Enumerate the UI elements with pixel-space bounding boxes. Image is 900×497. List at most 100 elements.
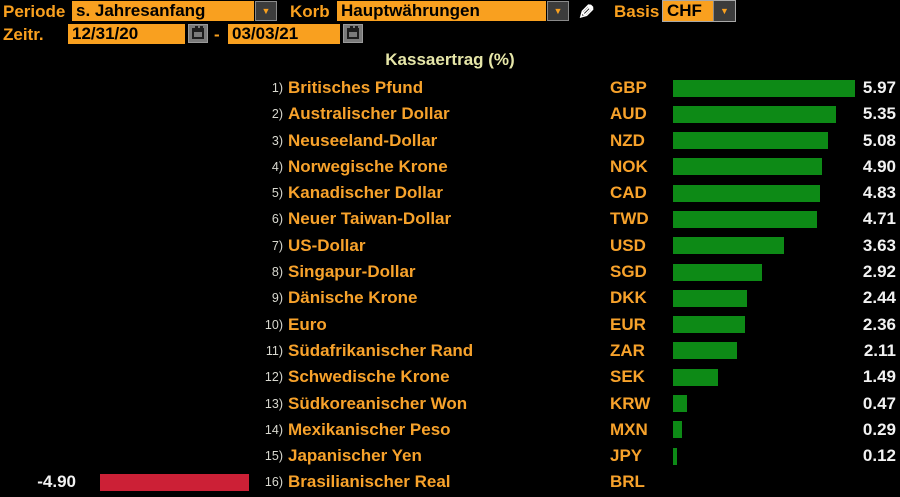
positive-value-label: 2.11 (863, 340, 896, 360)
positive-bar (673, 447, 677, 465)
currency-code: SEK (610, 367, 645, 387)
currency-row[interactable]: 1) Britisches Pfund GBP 5.97 (0, 75, 900, 101)
positive-bar (673, 395, 687, 413)
currency-code: NZD (610, 130, 645, 150)
currency-row[interactable]: 5) Kanadischer Dollar CAD 4.83 (0, 180, 900, 206)
korb-select-value[interactable]: Hauptwährungen (337, 1, 546, 21)
negative-value-label: -4.90 (37, 472, 76, 492)
positive-value-label: 1.49 (862, 367, 896, 387)
date-from-calendar-button[interactable] (188, 24, 208, 43)
row-number[interactable]: 3) (271, 133, 283, 148)
positive-value-label: 0.29 (862, 419, 896, 439)
currency-name: Neuer Taiwan-Dollar (288, 209, 452, 229)
basis-label: Basis (614, 2, 660, 21)
positive-value-label: 5.97 (862, 78, 896, 97)
currency-code: AUD (610, 104, 647, 124)
row-number[interactable]: 7) (271, 238, 283, 253)
negative-bar (100, 473, 249, 491)
row-number[interactable]: 6) (271, 212, 283, 227)
calendar-icon (192, 26, 204, 39)
row-number[interactable]: 2) (271, 107, 283, 122)
positive-bar (673, 237, 784, 255)
currency-code: EUR (610, 314, 646, 334)
basis-select[interactable]: CHF ▼ (662, 0, 736, 22)
row-number[interactable]: 9) (271, 291, 283, 306)
currency-code: ZAR (610, 340, 645, 360)
date-from-input[interactable]: 12/31/20 (68, 24, 185, 44)
currency-name: US-Dollar (288, 235, 366, 255)
row-number[interactable]: 14) (264, 422, 283, 437)
currency-row[interactable]: 10) Euro EUR 2.36 (0, 312, 900, 338)
currency-code: NOK (610, 156, 648, 176)
korb-label: Korb (290, 2, 330, 21)
currency-code: DKK (610, 288, 647, 308)
currency-row[interactable]: 7) US-Dollar USD 3.63 (0, 233, 900, 259)
currency-name: Südkoreanischer Won (288, 393, 468, 413)
currency-row[interactable]: 6) Neuer Taiwan-Dollar TWD 4.71 (0, 206, 900, 232)
currency-code: TWD (610, 209, 649, 229)
positive-bar (673, 263, 762, 281)
row-number[interactable]: 13) (264, 396, 283, 411)
positive-bar (673, 342, 737, 360)
positive-value-label: 3.63 (862, 235, 896, 255)
positive-value-label: 2.36 (862, 314, 896, 334)
currency-name: Kanadischer Dollar (288, 183, 443, 203)
row-number[interactable]: 1) (271, 81, 283, 95)
positive-value-label: 4.83 (862, 183, 896, 203)
currency-code: USD (610, 235, 646, 255)
row-number[interactable]: 16) (264, 475, 283, 490)
currency-name: Schwedische Krone (288, 367, 450, 387)
chevron-down-icon: ▼ (553, 6, 563, 16)
currency-row[interactable]: 9) Dänische Krone DKK 2.44 (0, 285, 900, 311)
currency-row[interactable]: 15) Japanischer Yen JPY 0.12 (0, 443, 900, 469)
chevron-down-icon: ▼ (261, 6, 271, 16)
row-number[interactable]: 4) (271, 159, 283, 174)
currency-code: CAD (610, 183, 647, 203)
currency-code: GBP (610, 78, 647, 97)
currency-name: Dänische Krone (288, 288, 418, 308)
pencil-icon[interactable]: ✎ (578, 2, 595, 24)
positive-bar (673, 132, 828, 150)
periode-dropdown-button[interactable]: ▼ (255, 1, 277, 21)
currency-row[interactable]: 8) Singapur-Dollar SGD 2.92 (0, 259, 900, 285)
positive-value-label: 4.71 (862, 209, 896, 229)
currency-name: Norwegische Krone (288, 156, 448, 176)
currency-code: SGD (610, 262, 647, 282)
currency-row[interactable]: 11) Südafrikanischer Rand ZAR 2.11 (0, 338, 900, 364)
currency-row[interactable]: 13) Südkoreanischer Won KRW 0.47 (0, 391, 900, 417)
positive-value-label: 5.08 (862, 130, 896, 150)
currency-row[interactable]: 4) Norwegische Krone NOK 4.90 (0, 154, 900, 180)
basis-dropdown-button[interactable]: ▼ (713, 1, 735, 21)
currency-row[interactable]: 3) Neuseeland-Dollar NZD 5.08 (0, 128, 900, 154)
positive-bar (673, 158, 822, 176)
positive-value-label: 4.90 (862, 156, 896, 176)
periode-label: Periode (3, 2, 66, 21)
currency-row[interactable]: -4.90 16) Brasilianischer Real BRL (0, 469, 900, 495)
currency-row[interactable]: 2) Australischer Dollar AUD 5.35 (0, 101, 900, 127)
currency-code: MXN (610, 419, 648, 439)
currency-code: BRL (610, 472, 645, 492)
positive-value-label: 0.47 (862, 393, 896, 413)
row-number[interactable]: 11) (265, 343, 283, 358)
currency-name: Neuseeland-Dollar (288, 130, 438, 150)
currency-row[interactable]: 12) Schwedische Krone SEK 1.49 (0, 364, 900, 390)
basis-select-value[interactable]: CHF (663, 1, 713, 21)
positive-value-label: 2.44 (862, 288, 896, 308)
date-to-calendar-button[interactable] (343, 24, 363, 43)
row-number[interactable]: 8) (271, 265, 283, 280)
korb-dropdown-button[interactable]: ▼ (547, 1, 569, 21)
currency-name: Mexikanischer Peso (288, 419, 451, 439)
periode-select-value[interactable]: s. Jahresanfang (72, 1, 254, 21)
positive-bar (673, 79, 855, 97)
row-number[interactable]: 12) (264, 370, 283, 385)
currency-name: Japanischer Yen (288, 446, 422, 466)
row-number[interactable]: 10) (264, 317, 283, 332)
currency-row[interactable]: 14) Mexikanischer Peso MXN 0.29 (0, 417, 900, 443)
positive-bar (673, 184, 820, 202)
zeitraum-label: Zeitr. (3, 25, 44, 44)
row-number[interactable]: 15) (264, 449, 283, 464)
date-to-input[interactable]: 03/03/21 (228, 24, 340, 44)
row-number[interactable]: 5) (271, 186, 283, 201)
chart-title: Kassaertrag (%) (385, 50, 515, 69)
